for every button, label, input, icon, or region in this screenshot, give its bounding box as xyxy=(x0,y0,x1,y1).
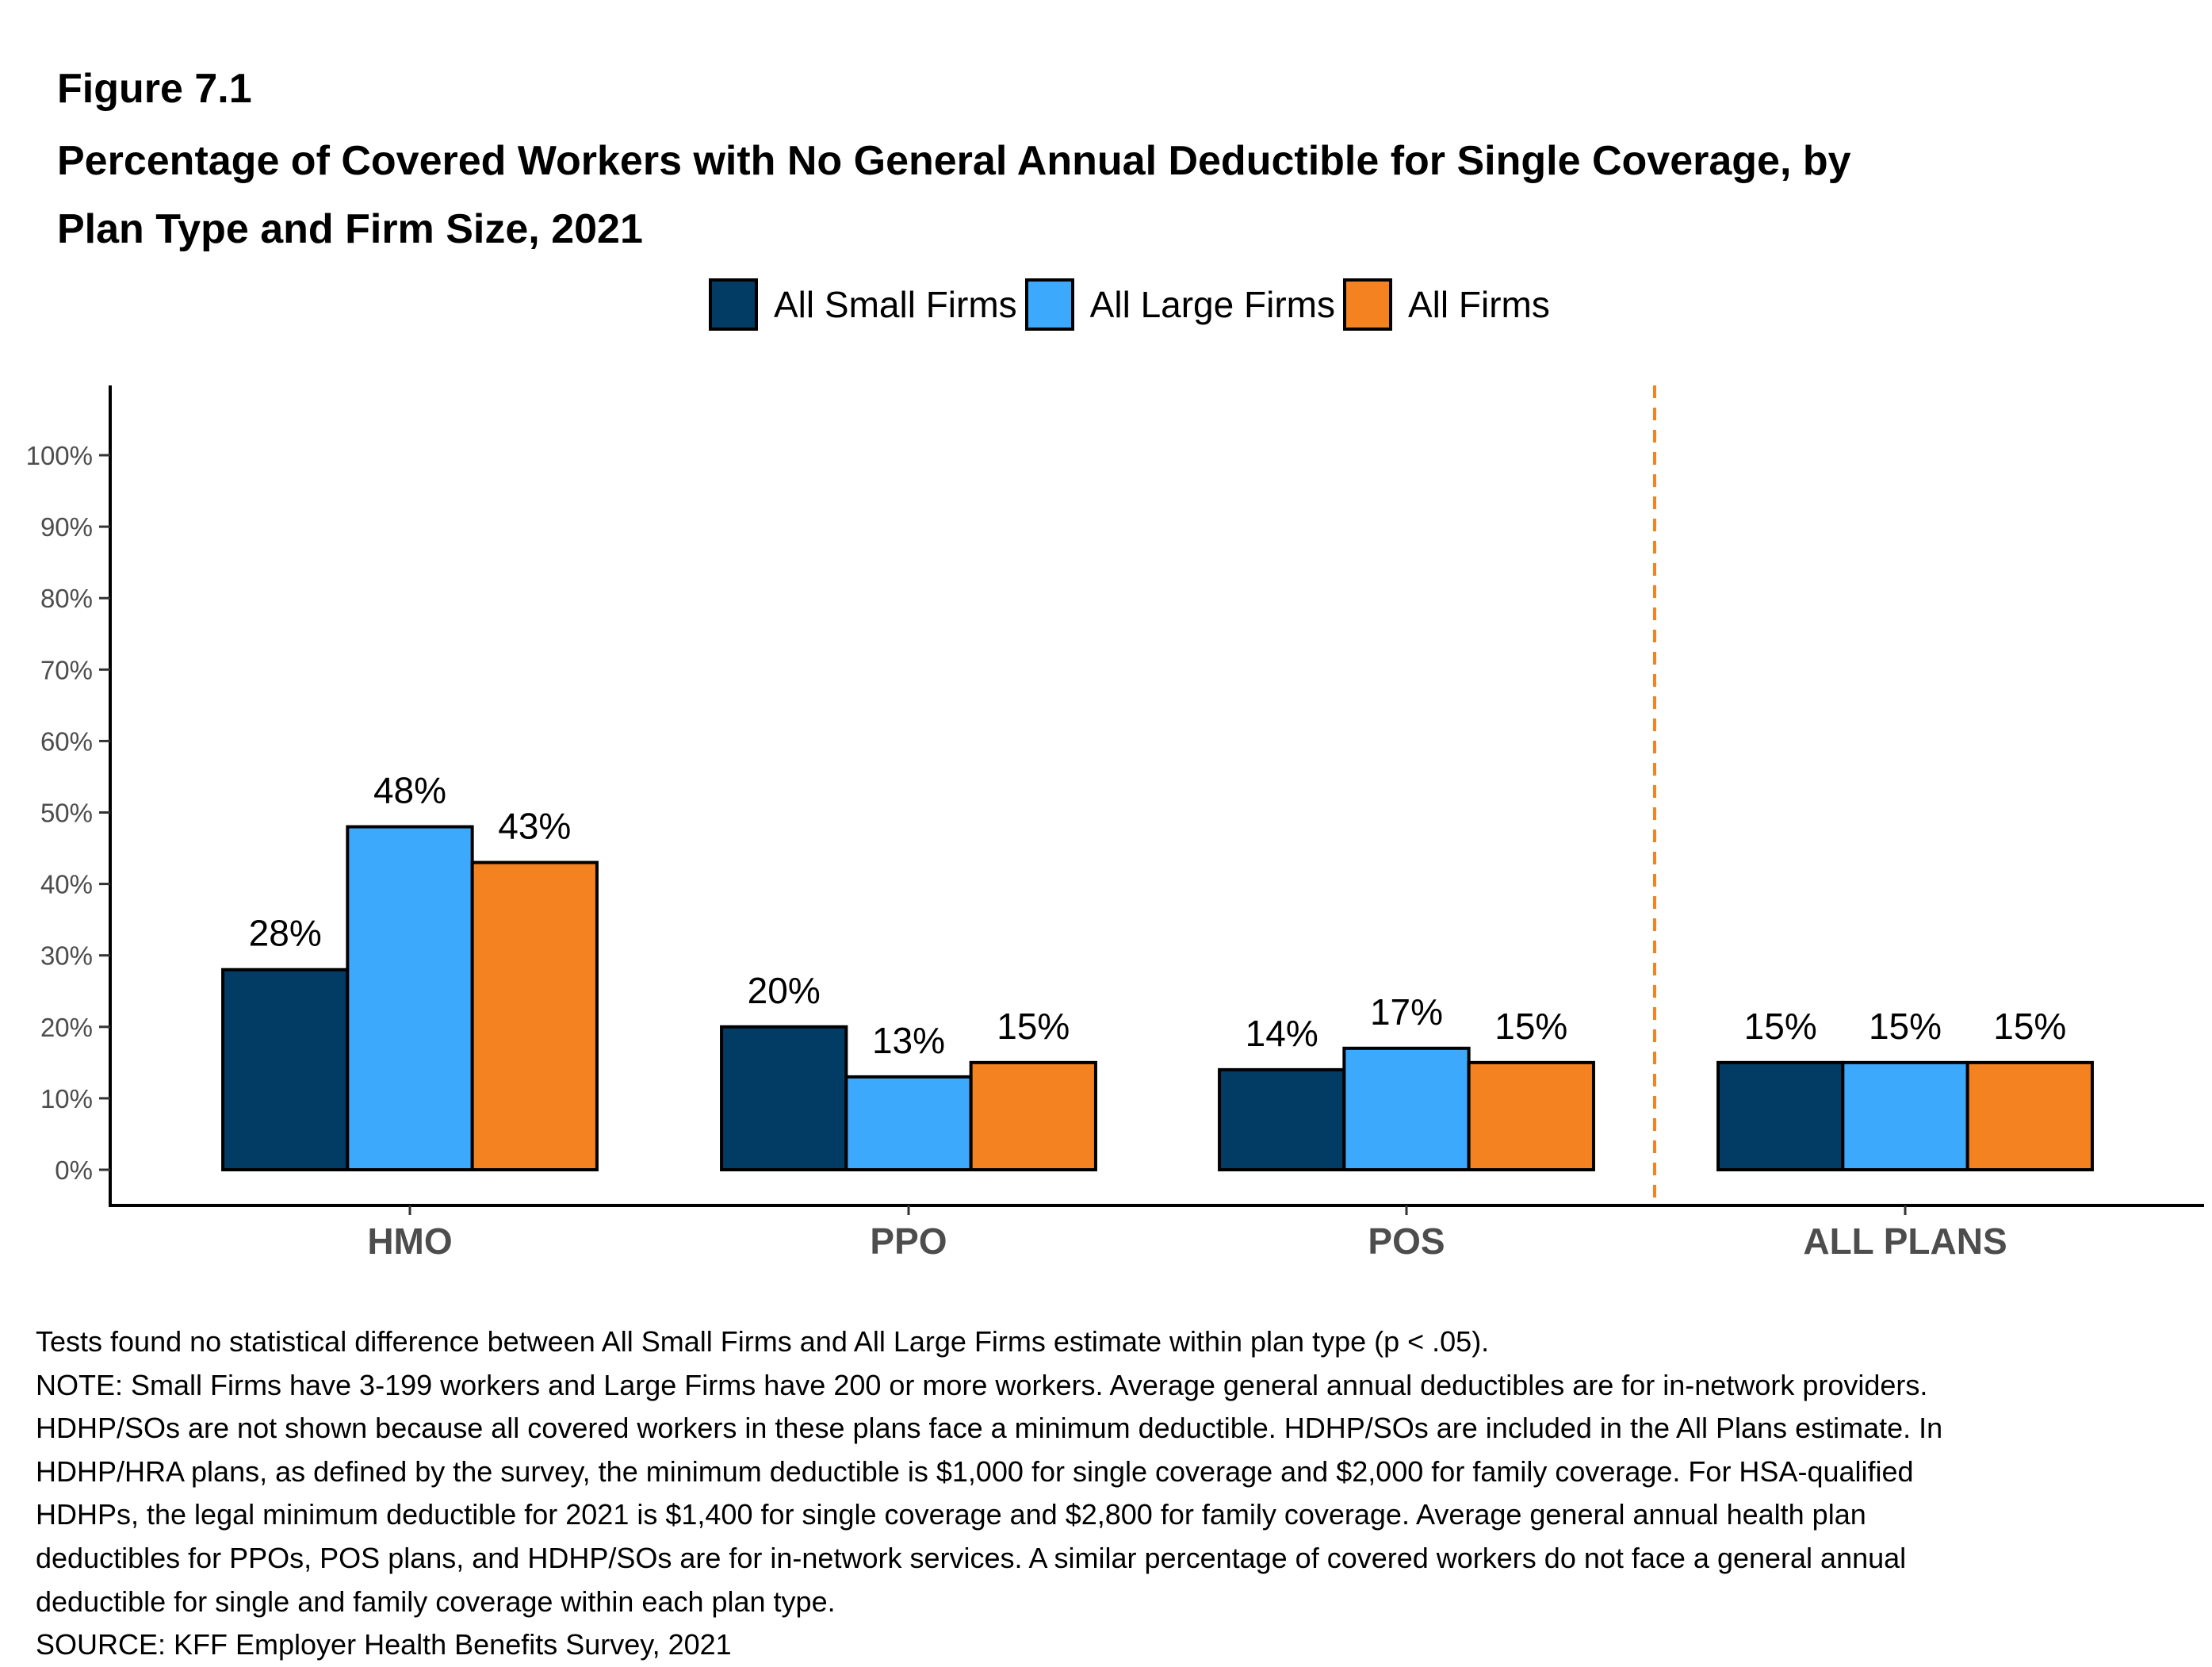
footnote-line: deductibles for PPOs, POS plans, and HDH… xyxy=(36,1541,1907,1574)
legend-label: All Small Firms xyxy=(774,284,1017,325)
bar xyxy=(969,1060,1097,1171)
bar xyxy=(720,1025,848,1172)
bar xyxy=(1218,1067,1346,1171)
y-tick-label: 10% xyxy=(40,1084,93,1113)
data-label: 15% xyxy=(1993,1006,2066,1047)
footnote-line: deductible for single and family coverag… xyxy=(36,1585,836,1618)
chart-title: Percentage of Covered Workers with No Ge… xyxy=(57,127,2158,263)
bar xyxy=(1841,1060,1969,1171)
y-tick-label: 100% xyxy=(26,441,93,470)
legend-swatch-large-firms xyxy=(1024,278,1074,331)
y-tick-label: 20% xyxy=(40,1013,93,1042)
y-tick-label: 60% xyxy=(40,726,93,756)
chart-title-line: Percentage of Covered Workers with No Ge… xyxy=(57,138,1851,184)
footnote-line: HDHPs, the legal minimum deductible for … xyxy=(36,1498,1866,1531)
legend-item-large-firms: All Large Firms xyxy=(1024,278,1335,331)
figure-label: Figure 7.1 xyxy=(57,66,252,112)
data-label: 15% xyxy=(997,1006,1070,1047)
bar xyxy=(1716,1060,1845,1171)
chart-title-line: Plan Type and Firm Size, 2021 xyxy=(57,206,643,252)
data-label: 48% xyxy=(373,770,446,811)
footnote-line: Tests found no statistical difference be… xyxy=(36,1325,1490,1358)
data-label: 13% xyxy=(872,1020,945,1061)
bar xyxy=(221,968,350,1171)
legend-item-all-firms: All Firms xyxy=(1342,278,1550,331)
footnote-line: NOTE: Small Firms have 3-199 workers and… xyxy=(36,1368,1928,1401)
bar xyxy=(844,1075,973,1171)
data-label: 15% xyxy=(1744,1006,1817,1047)
y-tick-label: 90% xyxy=(40,512,93,542)
bar xyxy=(1965,1060,2094,1171)
data-label: 43% xyxy=(498,806,571,847)
y-tick-label: 0% xyxy=(55,1155,93,1185)
data-label: 20% xyxy=(748,970,821,1011)
bar xyxy=(470,860,599,1171)
x-category-label: PPO xyxy=(870,1221,947,1262)
bar xyxy=(1467,1060,1595,1171)
legend: All Small Firms All Large Firms All Firm… xyxy=(709,276,1558,333)
legend-label: All Large Firms xyxy=(1089,284,1335,325)
data-label: 28% xyxy=(249,913,322,954)
bar xyxy=(1342,1046,1471,1171)
x-category-label: HMO xyxy=(367,1221,452,1262)
footnote-line: HDHP/HRA plans, as defined by the survey… xyxy=(36,1454,1914,1488)
y-tick-label: 80% xyxy=(40,584,93,613)
data-label: 14% xyxy=(1246,1013,1318,1054)
x-category-label: POS xyxy=(1368,1221,1445,1262)
x-category-label: ALL PLANS xyxy=(1803,1221,2007,1262)
legend-label: All Firms xyxy=(1407,284,1550,325)
y-tick-label: 40% xyxy=(40,870,93,899)
legend-swatch-small-firms xyxy=(709,278,758,331)
footnote-line: SOURCE: KFF Employer Health Benefits Sur… xyxy=(36,1628,732,1661)
data-label: 15% xyxy=(1494,1006,1567,1047)
legend-item-small-firms: All Small Firms xyxy=(709,278,1017,331)
footnote-line: HDHP/SOs are not shown because all cover… xyxy=(36,1412,1943,1445)
y-tick-label: 70% xyxy=(40,655,93,684)
y-tick-label: 30% xyxy=(40,941,93,971)
data-label: 15% xyxy=(1869,1006,1942,1047)
data-label: 17% xyxy=(1370,991,1443,1033)
footnotes: Tests found no statistical difference be… xyxy=(36,1320,2176,1667)
y-tick-label: 50% xyxy=(40,799,93,828)
bar xyxy=(346,825,474,1172)
legend-swatch-all-firms xyxy=(1342,278,1392,331)
